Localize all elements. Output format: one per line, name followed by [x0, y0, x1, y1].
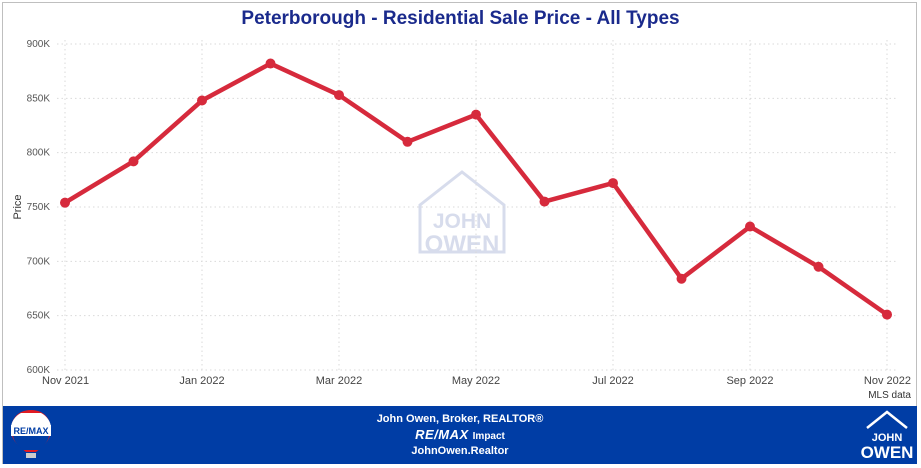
line-chart: JOHN OWEN 600K 650K 700K 750K 800K 850K 900K N… — [12, 39, 911, 401]
logo-line1: JOHN — [872, 432, 903, 444]
footer-text: John Owen, Broker, REALTOR® RE/MAX Impact… — [3, 412, 917, 459]
brokerage: RE/MAX Impact — [3, 427, 917, 444]
x-tick-label: Jul 2022 — [592, 375, 634, 387]
y-tick-label: 750K — [27, 202, 51, 213]
x-axis: Nov 2021 Jan 2022 Mar 2022 May 2022 Jul 2022… — [42, 375, 911, 387]
series-price — [60, 58, 892, 320]
x-tick-label: Mar 2022 — [316, 375, 362, 387]
brokerage-sub: Impact — [472, 431, 505, 442]
data-point — [60, 197, 70, 208]
gridlines — [57, 40, 897, 371]
website-link[interactable]: JohnOwen.Realtor — [411, 445, 509, 457]
watermark-line2: OWEN — [425, 231, 500, 258]
watermark-logo: JOHN OWEN — [418, 170, 506, 258]
x-tick-label: Nov 2022 — [864, 375, 911, 387]
data-point — [265, 58, 276, 69]
data-point — [128, 156, 139, 167]
john-owen-logo: JOHN OWEN — [861, 410, 913, 462]
y-tick-label: 850K — [27, 93, 51, 104]
data-source-note: MLS data — [868, 390, 911, 401]
y-tick-label: 800K — [27, 148, 51, 159]
watermark-line1: JOHN — [433, 210, 491, 233]
data-point — [402, 136, 413, 147]
data-point — [676, 273, 687, 284]
y-axis-label: Price — [12, 194, 24, 219]
x-tick-label: Sep 2022 — [726, 375, 773, 387]
x-tick-label: Jan 2022 — [179, 375, 224, 387]
data-point — [882, 309, 892, 320]
data-point — [745, 221, 755, 232]
brokerage-brand: RE/MAX — [415, 427, 469, 442]
y-tick-label: 900K — [27, 39, 51, 50]
data-point — [539, 196, 550, 207]
y-tick-label: 700K — [27, 256, 51, 267]
y-tick-label: 600K — [27, 365, 51, 376]
chart-title: Peterborough - Residential Sale Price - … — [241, 8, 680, 29]
data-point — [334, 90, 344, 101]
y-axis: 600K 650K 700K 750K 800K 850K 900K — [27, 39, 51, 376]
remax-balloon-text: RE/MAX — [13, 426, 48, 436]
footer-bar: RE/MAX John Owen, Broker, REALTOR® RE/MA… — [3, 406, 917, 464]
remax-balloon-logo: RE/MAX — [11, 410, 51, 458]
x-tick-label: Nov 2021 — [42, 375, 89, 387]
data-point — [197, 95, 207, 106]
data-point — [813, 261, 824, 272]
logo-line2: OWEN — [861, 443, 913, 462]
x-tick-label: May 2022 — [452, 375, 500, 387]
broker-name: John Owen, Broker, REALTOR® — [376, 413, 544, 425]
data-point — [471, 109, 481, 120]
data-point — [608, 178, 618, 189]
y-tick-label: 650K — [27, 311, 51, 322]
